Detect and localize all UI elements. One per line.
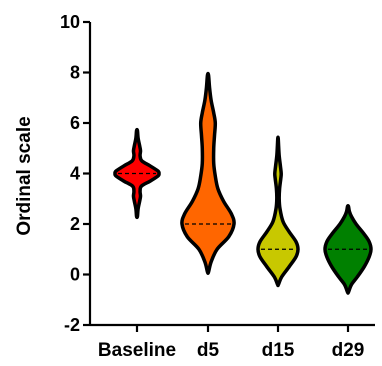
violins <box>113 71 373 295</box>
y-tick-label: 0 <box>70 265 80 285</box>
violin-baseline <box>113 127 161 220</box>
x-axis: Baseline d5 d15 d29 <box>90 323 375 361</box>
x-tick-label: d5 <box>197 340 220 361</box>
x-tick-label: d15 <box>262 340 295 361</box>
y-tick-label: 4 <box>70 164 80 184</box>
y-axis-label: Ordinal scale <box>14 116 35 235</box>
y-tick-label: -2 <box>64 315 80 335</box>
violin-d15 <box>256 135 300 288</box>
x-tick-label: d29 <box>332 340 365 361</box>
y-tick-label: 8 <box>70 63 80 83</box>
x-tick-label: Baseline <box>98 340 176 361</box>
y-tick-label: 6 <box>70 113 80 133</box>
violin-d29 <box>323 203 373 295</box>
y-tick-label: 2 <box>70 214 80 234</box>
y-axis: -2 0 2 4 6 8 10 <box>60 12 92 335</box>
violin-d5 <box>180 71 236 275</box>
y-tick-label: 10 <box>60 12 80 32</box>
